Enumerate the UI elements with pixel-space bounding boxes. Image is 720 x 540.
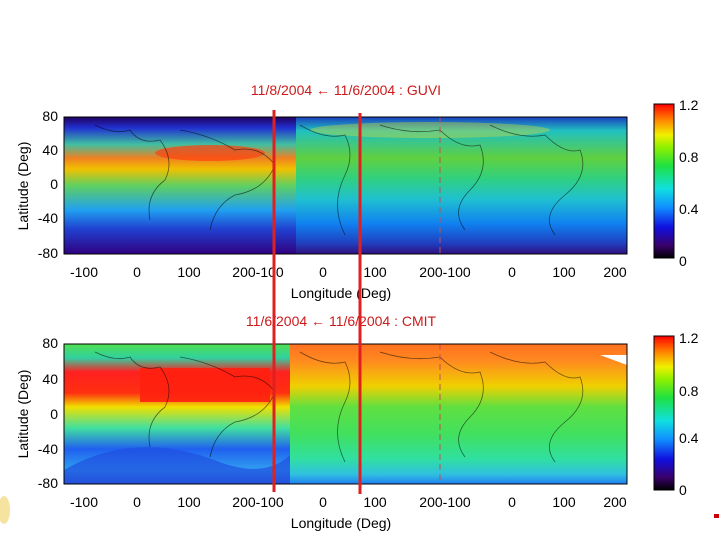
bottom-y-tick: 0 bbox=[50, 406, 58, 422]
top-x-tick: 100 bbox=[363, 264, 387, 280]
top-y-tick: -80 bbox=[38, 245, 58, 261]
top-x-tick: 0 bbox=[133, 264, 141, 280]
top-heatmap-day1 bbox=[64, 117, 296, 254]
bottom-y-tick: -40 bbox=[38, 441, 58, 457]
top-northern-band bbox=[310, 122, 550, 138]
top-colorbar-tick: 1.2 bbox=[679, 97, 699, 113]
bottom-x-tick: 0 bbox=[133, 494, 141, 510]
bottom-x-tick: 200 bbox=[603, 494, 627, 510]
bottom-y-tick: -80 bbox=[38, 475, 58, 491]
bottom-x-tick: 200-100 bbox=[419, 494, 471, 510]
bottom-plot-frame bbox=[63, 343, 628, 485]
bottom-x-tick: -100 bbox=[70, 494, 98, 510]
bottom-x-tick: 100 bbox=[363, 494, 387, 510]
bottom-y-tick: 40 bbox=[42, 371, 58, 387]
bottom-colorbar-tick: 0 bbox=[679, 482, 687, 498]
top-colorbar-tick: 0.4 bbox=[679, 201, 699, 217]
top-y-tick: 40 bbox=[42, 142, 58, 158]
top-x-tick: 100 bbox=[552, 264, 576, 280]
bottom-y-ticks: 80 40 0 -40 -80 bbox=[38, 335, 58, 491]
top-y-tick: 0 bbox=[50, 176, 58, 192]
top-x-tick: 100 bbox=[177, 264, 201, 280]
bottom-colorbar-tick: 1.2 bbox=[679, 330, 699, 346]
bottom-x-tick: 0 bbox=[508, 494, 516, 510]
top-x-ticks: -100 0 100 200-100 0 100 200-100 0 100 2… bbox=[70, 264, 627, 280]
top-colorbar-tick: 0.8 bbox=[679, 149, 699, 165]
top-y-axis-label: Latitude (Deg) bbox=[15, 142, 31, 231]
bottom-heatmap bbox=[64, 344, 627, 484]
bottom-missing-corner bbox=[600, 355, 627, 365]
top-colorbar bbox=[653, 103, 675, 259]
top-y-tick: 80 bbox=[42, 108, 58, 124]
top-heatmap bbox=[64, 117, 627, 254]
bottom-x-ticks: -100 0 100 200-100 0 100 200-100 0 100 2… bbox=[70, 494, 627, 510]
bottom-x-tick: 100 bbox=[177, 494, 201, 510]
bottom-colorbar bbox=[653, 335, 675, 491]
bottom-colorbar-tick: 0.8 bbox=[679, 383, 699, 399]
top-x-tick: 200-100 bbox=[419, 264, 471, 280]
bottom-y-tick: 80 bbox=[42, 335, 58, 351]
bottom-enhancement-block bbox=[140, 368, 270, 402]
bottom-panel-title: 11/6/2004 ← 11/6/2004 : CMIT bbox=[246, 313, 437, 329]
top-y-tick: -40 bbox=[38, 210, 58, 226]
bottom-x-axis-label: Longitude (Deg) bbox=[291, 515, 391, 531]
top-x-tick: 200-100 bbox=[232, 264, 284, 280]
bottom-x-tick: 200-100 bbox=[232, 494, 284, 510]
top-colorbar-tick: 0 bbox=[679, 253, 687, 269]
corner-marker bbox=[714, 514, 719, 518]
top-panel-title: 11/8/2004 ← 11/6/2004 : GUVI bbox=[251, 82, 441, 98]
bottom-colorbar-ticks: 1.2 0.8 0.4 0 bbox=[679, 330, 699, 498]
top-enhancement-band bbox=[155, 145, 265, 161]
bottom-colorbar-tick: 0.4 bbox=[679, 430, 699, 446]
bottom-x-tick: 100 bbox=[552, 494, 576, 510]
top-plot-frame bbox=[63, 116, 628, 255]
top-x-tick: -100 bbox=[70, 264, 98, 280]
top-x-tick: 0 bbox=[319, 264, 327, 280]
top-x-axis-label: Longitude (Deg) bbox=[291, 285, 391, 301]
bottom-southern-low bbox=[64, 447, 290, 484]
corner-decoration bbox=[0, 496, 10, 524]
top-colorbar-ticks: 1.2 0.8 0.4 0 bbox=[679, 97, 699, 269]
top-x-tick: 0 bbox=[508, 264, 516, 280]
bottom-x-tick: 0 bbox=[319, 494, 327, 510]
top-y-ticks: 80 40 0 -40 -80 bbox=[38, 108, 58, 261]
top-x-tick: 200 bbox=[603, 264, 627, 280]
bottom-y-axis-label: Latitude (Deg) bbox=[15, 370, 31, 459]
